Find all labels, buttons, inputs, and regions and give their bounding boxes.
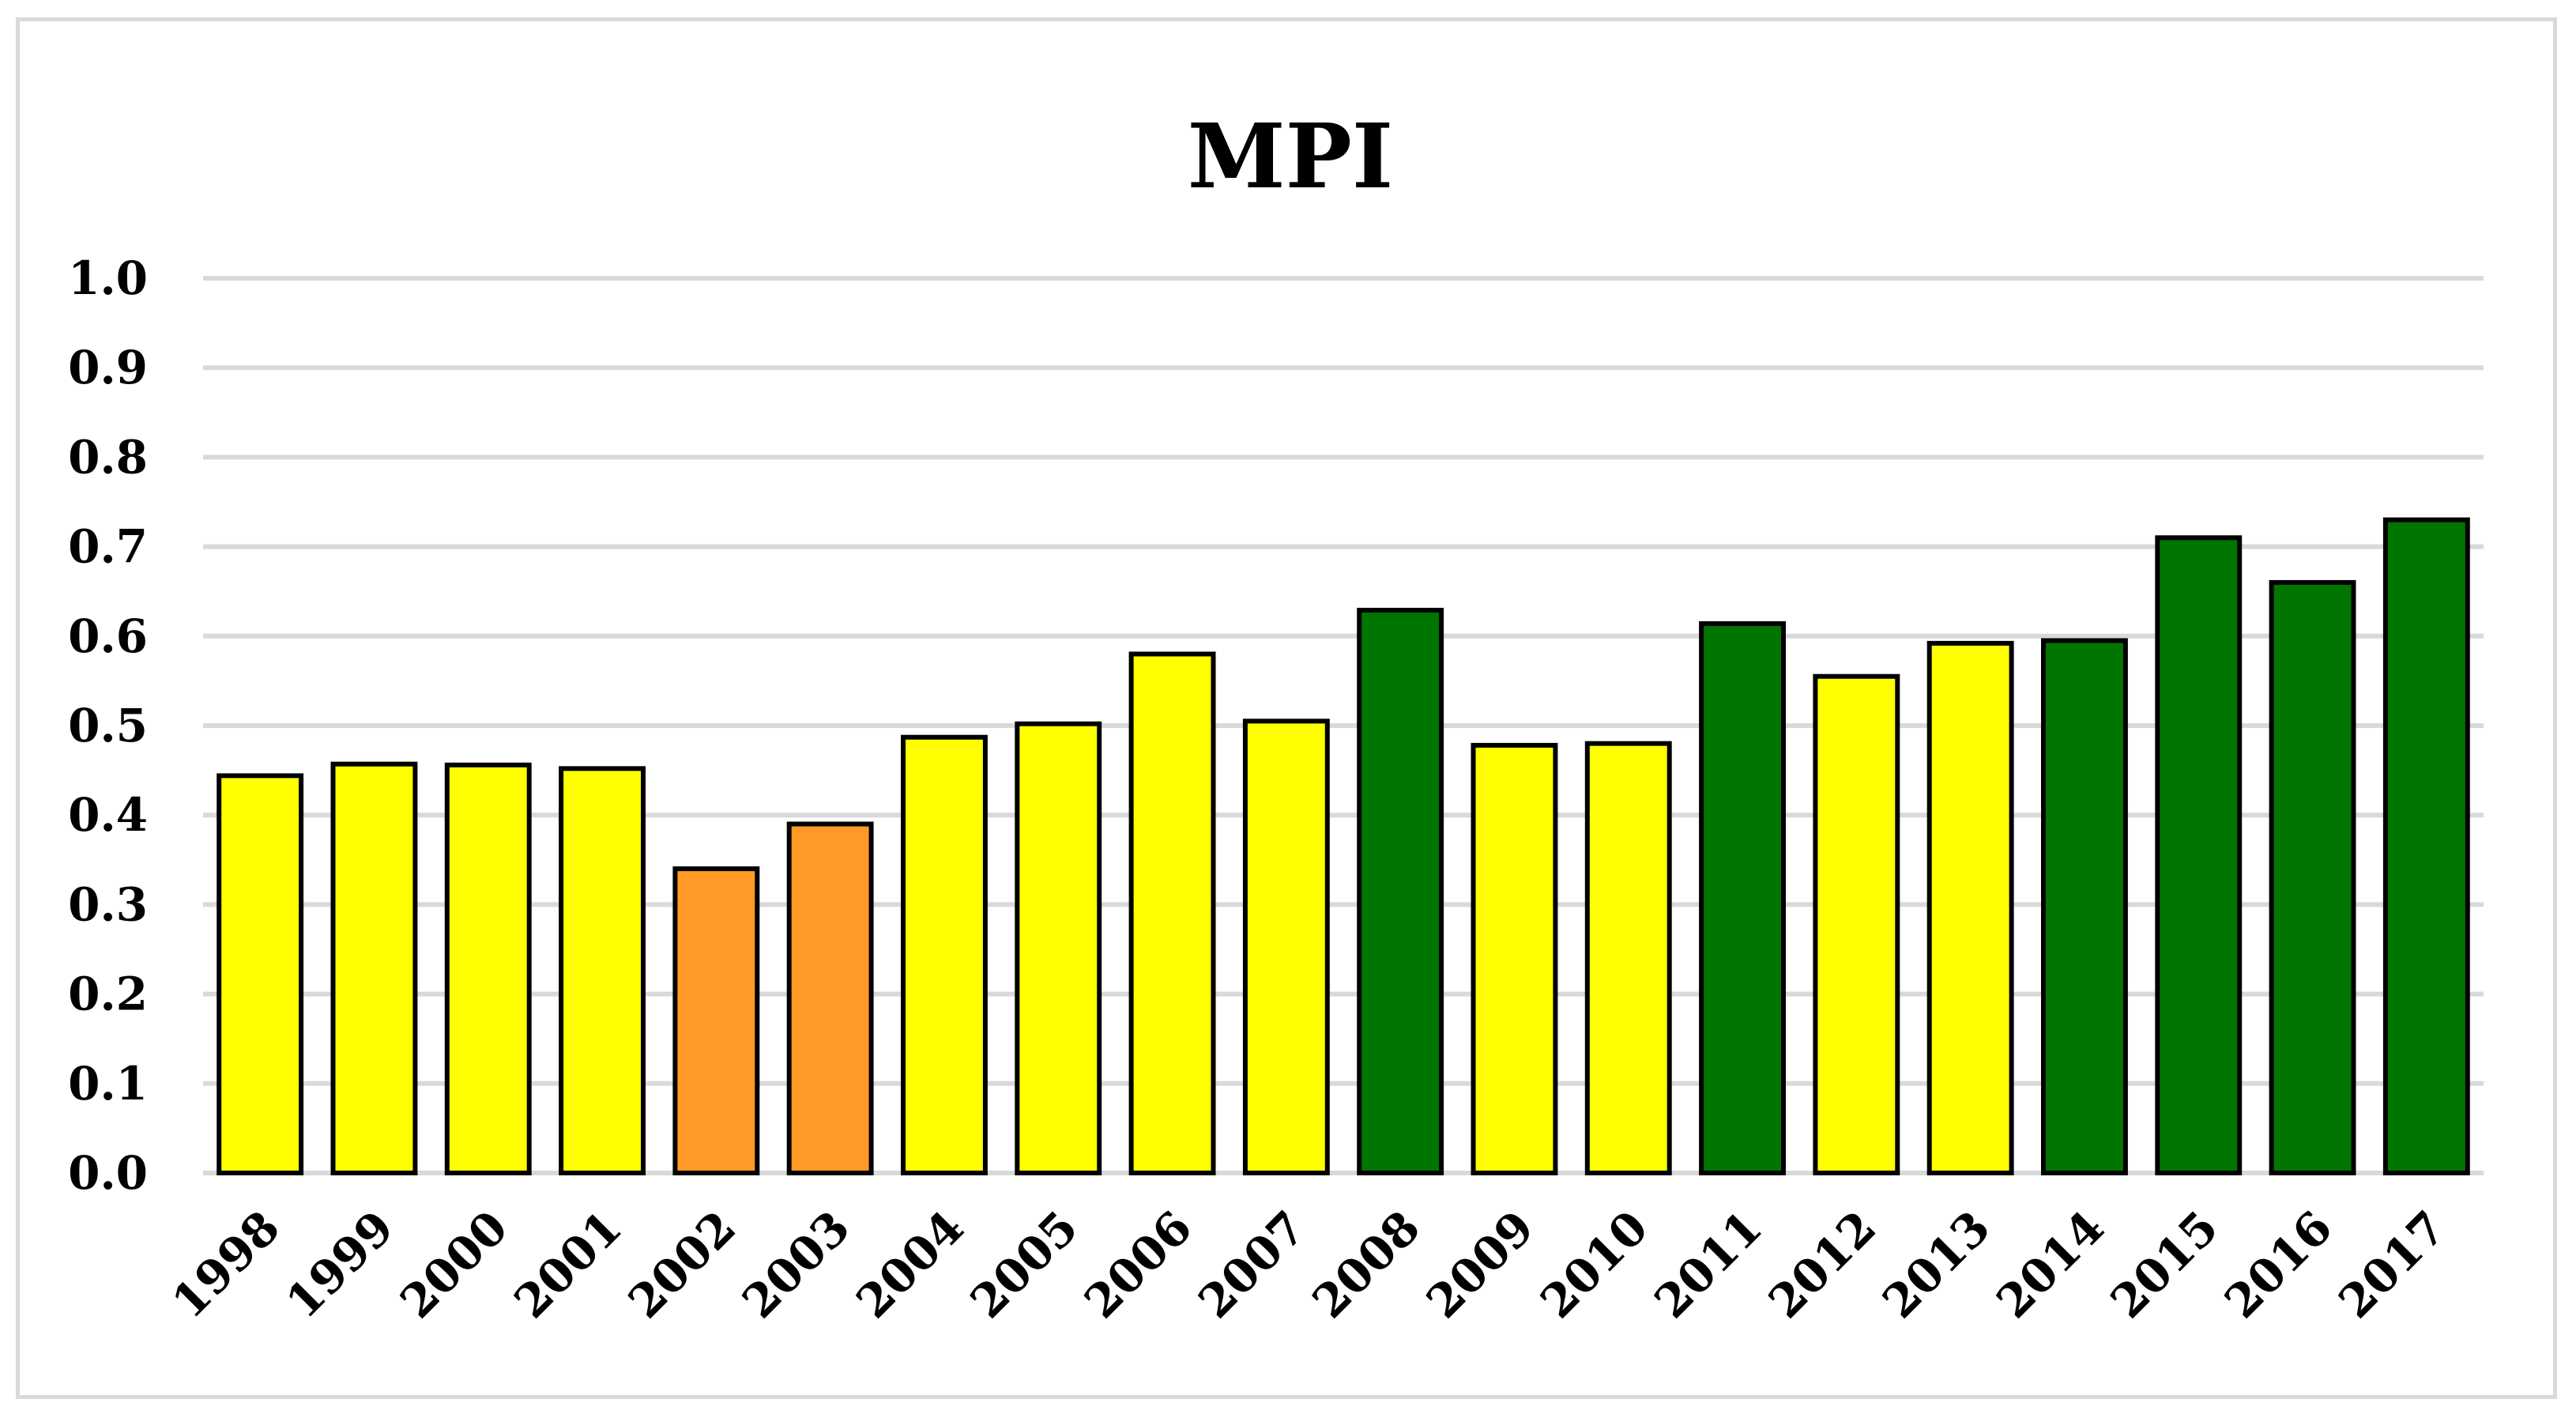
x-tick-label: 2016 bbox=[2214, 1201, 2342, 1329]
bar-2013 bbox=[1926, 640, 2014, 1175]
y-axis: 0.0 0.1 0.2 0.3 0.4 0.5 0.6 0.7 0.8 0.9 1.0 bbox=[68, 251, 148, 1200]
y-tick-label: 1.0 bbox=[68, 251, 148, 305]
bar-1998 bbox=[217, 773, 304, 1176]
x-tick-label: 2003 bbox=[732, 1201, 860, 1329]
bar-2005 bbox=[1015, 721, 1102, 1175]
x-tick-label: 2005 bbox=[960, 1201, 1088, 1329]
bar-2016 bbox=[2269, 579, 2356, 1175]
y-tick-label: 0.9 bbox=[68, 341, 148, 394]
bar-2008 bbox=[1357, 607, 1444, 1175]
x-tick-label: 2017 bbox=[2329, 1201, 2457, 1329]
y-tick-label: 0.1 bbox=[68, 1057, 148, 1111]
bar-2015 bbox=[2155, 535, 2243, 1175]
bar-2003 bbox=[786, 821, 874, 1176]
gridlines bbox=[203, 276, 2484, 1175]
x-tick-label: 2013 bbox=[1872, 1201, 2000, 1329]
bar-2012 bbox=[1813, 673, 1900, 1175]
x-tick-label: 2009 bbox=[1416, 1201, 1544, 1329]
x-tick-label: 2006 bbox=[1074, 1201, 1202, 1329]
chart-frame: MPI 0.0 0.1 0.2 0.3 0.4 0.5 0.6 0.7 0.8 0.9 1.0 19… bbox=[16, 17, 2557, 1399]
bars bbox=[217, 517, 2470, 1176]
bar-2009 bbox=[1471, 742, 1558, 1175]
x-tick-label: 2004 bbox=[846, 1201, 974, 1329]
x-tick-label: 2008 bbox=[1302, 1201, 1430, 1329]
y-tick-label: 0.3 bbox=[68, 877, 148, 931]
bar-2014 bbox=[2041, 638, 2128, 1175]
x-tick-label: 1998 bbox=[162, 1201, 290, 1329]
x-tick-label: 2007 bbox=[1188, 1201, 1316, 1329]
x-tick-label: 2012 bbox=[1758, 1201, 1886, 1329]
y-tick-label: 0.5 bbox=[68, 699, 148, 752]
x-tick-label: 2011 bbox=[1644, 1201, 1772, 1329]
y-tick-label: 0.6 bbox=[68, 609, 148, 663]
bar-2007 bbox=[1242, 718, 1330, 1175]
bar-2011 bbox=[1699, 620, 1786, 1175]
bar-2004 bbox=[901, 734, 988, 1175]
x-tick-label: 2014 bbox=[1987, 1201, 2115, 1329]
x-tick-label: 2000 bbox=[390, 1201, 518, 1329]
bar-2006 bbox=[1128, 651, 1216, 1175]
bar-1999 bbox=[330, 761, 418, 1175]
y-tick-label: 0.0 bbox=[68, 1146, 148, 1200]
y-tick-label: 0.2 bbox=[68, 967, 148, 1021]
x-tick-label: 2015 bbox=[2100, 1201, 2228, 1329]
chart-title: MPI bbox=[1188, 105, 1394, 209]
bar-2000 bbox=[444, 762, 532, 1175]
y-tick-label: 0.8 bbox=[68, 430, 148, 484]
x-tick-label: 2002 bbox=[618, 1201, 746, 1329]
x-tick-label: 2010 bbox=[1530, 1201, 1658, 1329]
x-tick-label: 2001 bbox=[504, 1201, 632, 1329]
bar-chart: MPI 0.0 0.1 0.2 0.3 0.4 0.5 0.6 0.7 0.8 0.9 1.0 19… bbox=[68, 105, 2484, 1329]
y-tick-label: 0.7 bbox=[68, 520, 148, 574]
x-tick-label: 1999 bbox=[276, 1201, 404, 1329]
bar-2002 bbox=[672, 866, 760, 1175]
y-tick-label: 0.4 bbox=[68, 788, 148, 842]
bar-2017 bbox=[2382, 517, 2470, 1175]
bar-2001 bbox=[559, 766, 646, 1175]
x-axis: 1998199920002001200220032004200520062007… bbox=[162, 1201, 2457, 1329]
bar-2010 bbox=[1584, 741, 1672, 1175]
